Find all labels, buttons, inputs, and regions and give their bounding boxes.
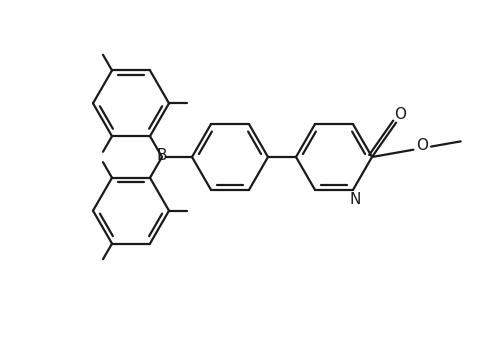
Text: O: O bbox=[394, 107, 406, 122]
Text: N: N bbox=[350, 193, 360, 207]
Text: B: B bbox=[157, 147, 167, 163]
Text: O: O bbox=[416, 138, 428, 153]
